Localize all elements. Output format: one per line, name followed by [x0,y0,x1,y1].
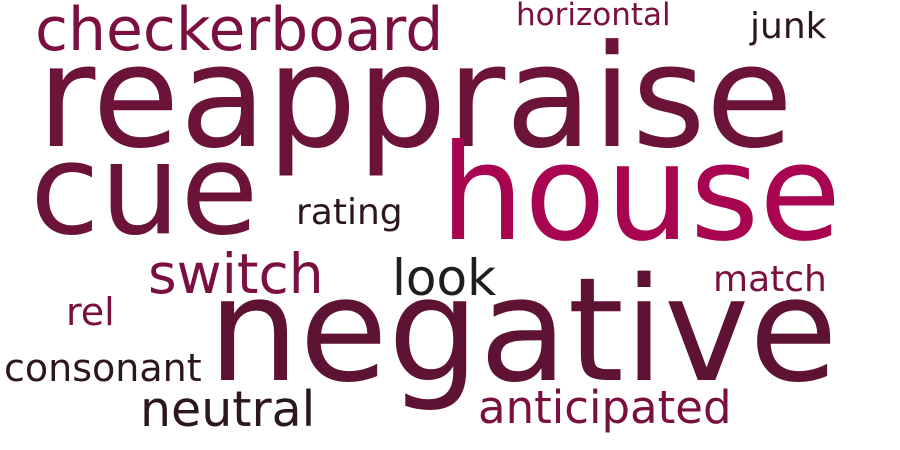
word-switch: switch [148,242,324,306]
word-consonant: consonant [4,346,202,390]
word-negative: negative [208,246,838,414]
word-reappraise: reappraise [37,15,794,180]
word-rating: rating [296,192,403,233]
word-house: house [440,117,842,271]
word-look: look [392,249,497,307]
word-checkerboard: checkerboard [35,0,444,65]
word-match: match [713,259,827,300]
word-neutral: neutral [140,381,316,438]
word-cue: cue [30,115,259,263]
word-horizontal: horizontal [516,0,671,33]
word-rel: rel [66,290,115,334]
word-anticipated: anticipated [478,381,732,434]
word-junk: junk [750,6,827,47]
